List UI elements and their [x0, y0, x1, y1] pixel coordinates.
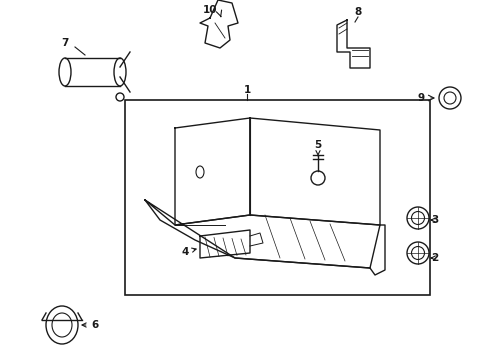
Text: 3: 3	[430, 215, 438, 225]
Text: 2: 2	[430, 253, 438, 263]
Text: 1: 1	[243, 85, 250, 95]
Text: 4: 4	[181, 247, 196, 257]
Text: 5: 5	[314, 140, 321, 156]
Text: 8: 8	[354, 7, 361, 17]
Text: 9: 9	[417, 93, 424, 103]
Bar	[125, 100, 429, 295]
Text: 6: 6	[82, 320, 99, 330]
Text: 7: 7	[61, 38, 68, 48]
Text: 10: 10	[203, 5, 217, 15]
